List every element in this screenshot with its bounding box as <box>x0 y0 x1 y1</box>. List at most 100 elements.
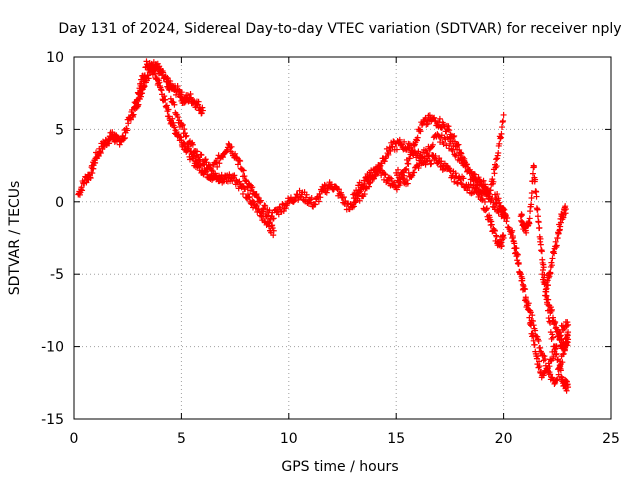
grid <box>74 57 611 419</box>
data-point <box>402 167 409 174</box>
data-point <box>241 173 248 180</box>
data-point <box>539 271 546 278</box>
data-point <box>145 75 152 82</box>
data-point <box>421 153 428 160</box>
chart-title: Day 131 of 2024, Sidereal Day-to-day VTE… <box>58 21 621 37</box>
x-tick-label: 10 <box>280 431 298 447</box>
data-point <box>449 147 456 154</box>
data-point <box>528 201 535 208</box>
series-track-d <box>350 112 509 222</box>
data-point <box>236 157 243 164</box>
data-point <box>270 227 277 234</box>
data-point <box>521 286 528 293</box>
data-point <box>541 353 548 360</box>
data-point <box>79 187 86 194</box>
data-point <box>181 99 188 106</box>
data-point <box>169 115 176 122</box>
data-point <box>406 155 413 162</box>
data-point <box>303 191 310 198</box>
data-point <box>545 315 552 322</box>
data-point <box>194 148 201 155</box>
data-point <box>124 127 131 134</box>
data-point <box>381 170 388 177</box>
data-point <box>455 141 462 148</box>
data-point <box>514 251 521 258</box>
data-point <box>422 161 429 168</box>
data-point <box>432 153 439 160</box>
data-marks <box>75 58 572 394</box>
data-point <box>496 199 503 206</box>
data-point <box>418 160 425 167</box>
data-point <box>526 314 533 321</box>
data-point <box>130 111 137 118</box>
data-point <box>535 219 542 226</box>
data-point <box>537 235 544 242</box>
x-tick-label: 15 <box>387 431 405 447</box>
data-point <box>554 235 561 242</box>
y-tick-labels: -15 -10 -5 0 5 10 <box>41 50 64 428</box>
data-point <box>537 344 544 351</box>
data-point <box>445 123 452 130</box>
data-point <box>350 203 357 210</box>
data-point <box>548 262 555 269</box>
data-point <box>381 158 388 165</box>
data-point <box>470 176 477 183</box>
data-point <box>540 264 547 271</box>
data-point <box>544 307 551 314</box>
data-point <box>498 130 505 137</box>
data-point <box>500 235 507 241</box>
data-point <box>549 331 556 338</box>
data-point <box>361 191 368 198</box>
data-point <box>166 82 173 89</box>
data-point <box>552 351 559 358</box>
data-point <box>446 167 453 174</box>
data-point <box>218 171 225 178</box>
data-point <box>552 238 559 245</box>
data-point <box>519 277 526 284</box>
data-point <box>509 234 516 241</box>
data-point <box>382 171 389 178</box>
data-point <box>259 208 266 215</box>
data-point <box>209 168 216 175</box>
data-point <box>452 152 459 159</box>
data-point <box>493 233 500 240</box>
data-point <box>528 190 535 197</box>
data-point <box>522 294 529 301</box>
data-point <box>338 189 345 196</box>
data-point <box>540 357 547 364</box>
data-point <box>461 155 468 162</box>
data-point <box>290 198 297 205</box>
data-point <box>365 178 372 185</box>
data-point <box>534 206 541 213</box>
data-point <box>448 146 455 153</box>
data-point <box>547 270 554 277</box>
data-point <box>363 184 370 191</box>
data-point <box>537 241 544 248</box>
data-point <box>409 147 416 154</box>
data-point <box>495 195 502 202</box>
data-point <box>546 363 553 370</box>
data-point <box>548 335 555 342</box>
x-tick-labels: 0 5 10 15 20 25 <box>70 431 620 447</box>
data-point <box>557 219 564 226</box>
data-point <box>565 336 572 343</box>
data-point <box>246 193 253 200</box>
data-point <box>234 161 241 168</box>
y-tick-label: 0 <box>55 195 64 211</box>
data-point <box>443 142 450 149</box>
data-point <box>436 155 443 162</box>
data-point <box>198 152 205 159</box>
data-point <box>174 113 181 120</box>
data-point <box>257 197 264 204</box>
axis-ticks <box>73 56 612 420</box>
data-point <box>87 175 94 182</box>
data-point <box>468 169 475 176</box>
data-point <box>419 159 426 166</box>
data-point <box>323 189 330 196</box>
data-point <box>446 127 453 134</box>
data-point <box>498 124 505 131</box>
data-point <box>488 221 495 228</box>
x-tick-label: 5 <box>177 431 186 447</box>
data-point <box>181 126 188 133</box>
data-point <box>179 122 186 129</box>
